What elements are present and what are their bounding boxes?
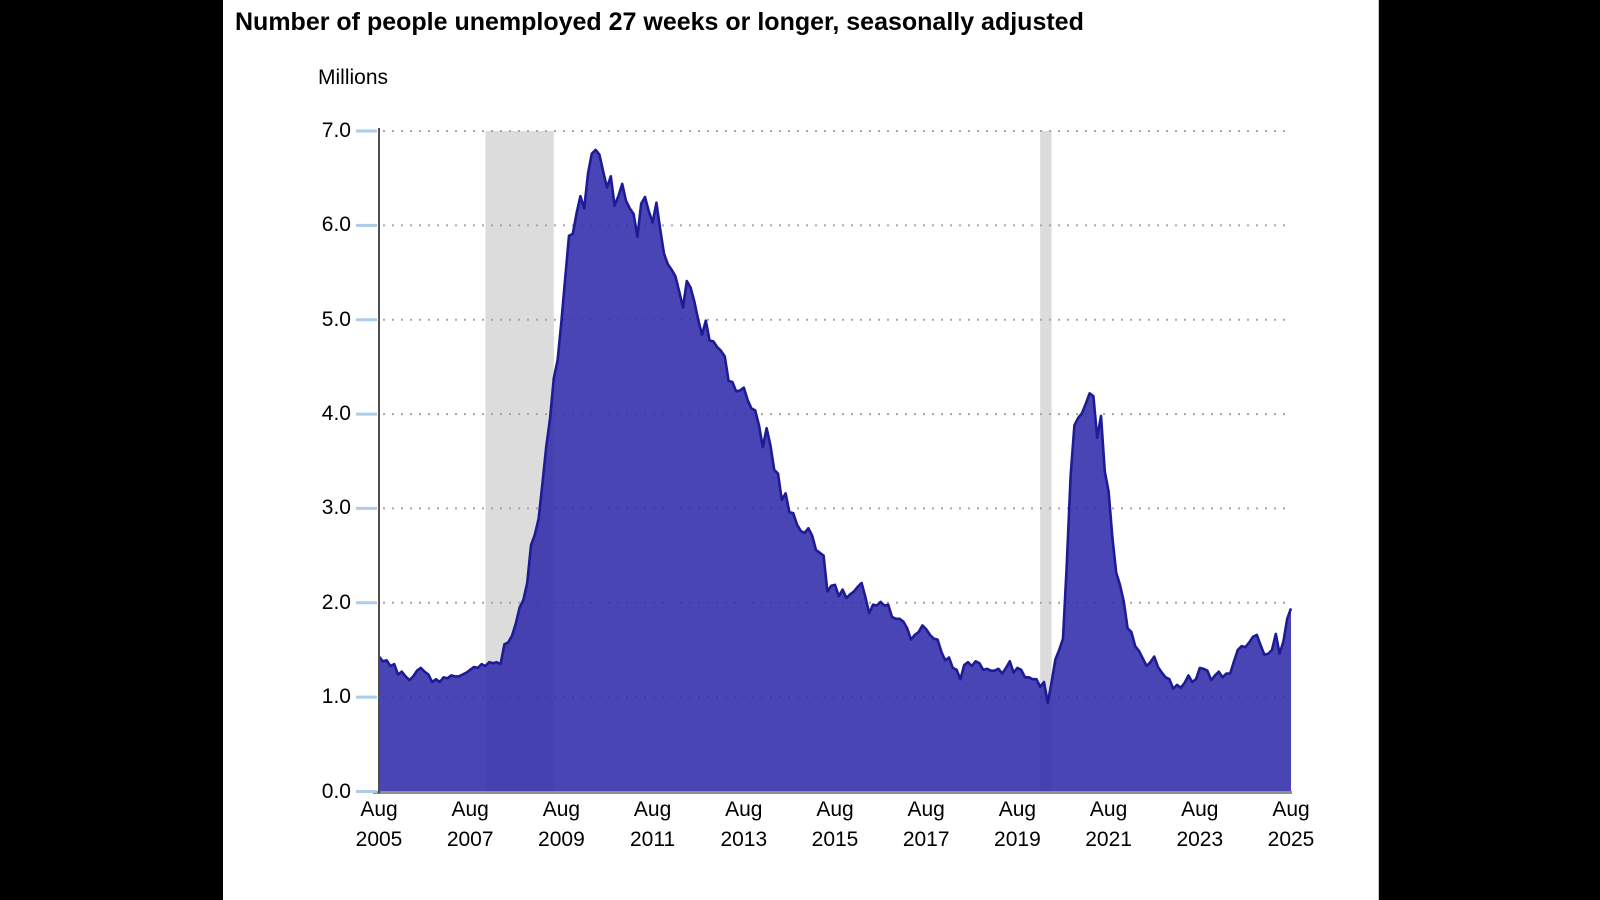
x-axis-label: Aug 2007 bbox=[424, 795, 516, 855]
x-axis-label: Aug 2025 bbox=[1245, 795, 1337, 855]
recession-band bbox=[1040, 131, 1052, 792]
x-axis-label-year: 2011 bbox=[630, 828, 676, 851]
y-axis-label: 6.0 bbox=[321, 213, 351, 237]
x-axis-label: Aug 2015 bbox=[789, 795, 881, 855]
x-axis-label-year: 2021 bbox=[1085, 828, 1132, 851]
x-axis-label: Aug 2011 bbox=[607, 795, 699, 855]
x-axis-label-month: Aug bbox=[451, 798, 489, 821]
x-axis-label-year: 2025 bbox=[1267, 828, 1315, 851]
x-axis-label-year: 2017 bbox=[902, 828, 950, 851]
chart-title: Number of people unemployed 27 weeks or … bbox=[235, 8, 1084, 36]
x-axis-label-year: 2005 bbox=[355, 828, 403, 851]
y-axis-label: 0.0 bbox=[321, 779, 351, 803]
x-axis-label-month: Aug bbox=[725, 798, 763, 821]
x-axis-label-year: 2015 bbox=[811, 828, 859, 851]
x-axis-label: Aug 2021 bbox=[1063, 795, 1155, 855]
y-axis-label: 3.0 bbox=[321, 496, 351, 520]
y-axis-unit-label: Millions bbox=[318, 66, 389, 89]
x-axis-label-month: Aug bbox=[1272, 798, 1310, 821]
x-axis-label: Aug 2019 bbox=[971, 795, 1063, 855]
y-axis-label: 1.0 bbox=[321, 685, 351, 709]
data-line bbox=[377, 148, 1293, 705]
x-axis-label-year: 2019 bbox=[994, 828, 1041, 851]
y-axis-label: 5.0 bbox=[321, 307, 351, 331]
x-axis-label-year: 2007 bbox=[446, 828, 494, 851]
unemployment-area-chart bbox=[356, 128, 1293, 794]
x-axis-label-month: Aug bbox=[542, 798, 581, 821]
x-axis-label-month: Aug bbox=[633, 798, 672, 821]
x-axis-label-month: Aug bbox=[907, 798, 945, 821]
x-axis-label-month: Aug bbox=[816, 798, 854, 821]
x-axis-label: Aug 2009 bbox=[515, 795, 607, 855]
x-axis-label: Aug 2023 bbox=[1154, 795, 1246, 855]
x-axis-label-month: Aug bbox=[1089, 798, 1128, 821]
x-axis-label-month: Aug bbox=[360, 798, 398, 821]
y-axis-label: 7.0 bbox=[321, 119, 351, 142]
y-axis-label: 2.0 bbox=[321, 590, 351, 614]
x-axis-label: Aug 2013 bbox=[698, 795, 790, 855]
y-axis-label: 4.0 bbox=[321, 402, 351, 426]
x-axis-label-year: 2013 bbox=[720, 828, 768, 851]
x-axis-label-month: Aug bbox=[998, 798, 1037, 821]
x-axis-label-year: 2023 bbox=[1176, 828, 1224, 851]
chart-card: Number of people unemployed 27 weeks or … bbox=[223, 0, 1379, 900]
x-axis-label-month: Aug bbox=[1181, 798, 1219, 821]
x-axis-label: Aug 2017 bbox=[880, 795, 972, 855]
area-fill bbox=[379, 149, 1291, 792]
x-axis-label-year: 2009 bbox=[538, 828, 585, 851]
x-axis-label: Aug 2005 bbox=[333, 795, 425, 855]
